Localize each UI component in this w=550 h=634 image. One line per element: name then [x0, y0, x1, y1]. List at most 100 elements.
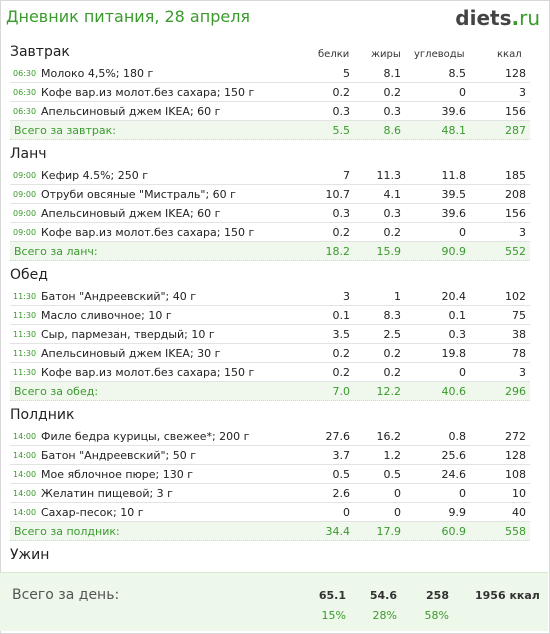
food-fat: 0	[394, 506, 401, 519]
food-row[interactable]: 14:00 Сахар-песок; 10 г 0 0 9.9 40	[10, 503, 530, 522]
food-carbs: 0	[459, 366, 466, 379]
food-time: 09:00	[13, 209, 37, 218]
food-name[interactable]: Отруби овсяные "Мистраль"; 60 г	[41, 188, 236, 201]
food-name[interactable]: Кофе вар.из молот.без сахара; 150 г	[41, 86, 255, 99]
food-row[interactable]: 14:00 Батон "Андреевский"; 50 г 3.7 1.2 25.6…	[10, 446, 530, 465]
food-kcal: 78	[512, 347, 526, 360]
food-carbs: 39.5	[441, 188, 467, 201]
page-title: Дневник питания, 28 апреля	[6, 7, 251, 26]
food-name[interactable]: Филе бедра курицы, свежее*; 200 г	[41, 430, 250, 443]
meal-total-row: Всего за полдник: 34.4 17.9 60.9 558	[10, 522, 530, 541]
food-row[interactable]: 14:00 Желатин пищевой; 3 г 2.6 0 0 10	[10, 484, 530, 503]
food-name[interactable]: Молоко 4,5%; 180 г	[41, 67, 154, 80]
food-carbs: 0.8	[448, 430, 467, 443]
col-fat: жиры	[371, 49, 401, 60]
food-kcal: 128	[505, 67, 526, 80]
food-name[interactable]: Батон "Андреевский"; 40 г	[41, 290, 197, 303]
meal-total-label: Всего за ланч:	[14, 245, 98, 258]
food-time: 11:30	[13, 311, 37, 320]
meal-total-kcal: 296	[505, 385, 526, 398]
food-row[interactable]: 11:30 Кофе вар.из молот.без сахара; 150 г…	[10, 363, 530, 382]
food-row[interactable]: 06:30 Молоко 4,5%; 180 г 5 8.1 8.5 128	[10, 64, 530, 83]
day-protein-pct: 15%	[321, 609, 346, 622]
food-row[interactable]: 09:00 Кефир 4.5%; 250 г 7 11.3 11.8 185	[10, 166, 530, 185]
meal-total-protein: 34.4	[325, 525, 351, 538]
food-row[interactable]: 11:30 Батон "Андреевский"; 40 г 3 1 20.4 102	[10, 287, 530, 306]
meal-title: Полдник	[10, 407, 75, 423]
food-row[interactable]: 11:30 Апельсиновый джем IKEA; 30 г 0.2 0.2 1…	[10, 344, 530, 363]
food-name[interactable]: Масло сливочное; 10 г	[41, 309, 172, 322]
food-name[interactable]: Апельсиновый джем IKEA; 60 г	[41, 207, 221, 220]
food-time: 06:30	[13, 69, 37, 78]
food-row[interactable]: 06:30 Кофе вар.из молот.без сахара; 150 г…	[10, 83, 530, 102]
meal-total-row: Всего за завтрак: 5.5 8.6 48.1 287	[10, 121, 530, 140]
food-kcal: 108	[505, 468, 526, 481]
day-total: Всего за день: 65.1 54.6 258 1956 ккал 1…	[0, 572, 548, 631]
column-headers: белки жиры углеводы ккал	[0, 49, 550, 63]
col-protein: белки	[318, 49, 350, 60]
food-kcal: 185	[505, 169, 526, 182]
food-name[interactable]: Мое яблочное пюре; 130 г	[41, 468, 194, 481]
food-protein: 0.2	[332, 226, 351, 239]
food-row[interactable]: 09:00 Отруби овсяные "Мистраль"; 60 г 10.7…	[10, 185, 530, 204]
meal-title: Обед	[10, 267, 48, 283]
meal-total-fat: 8.6	[383, 124, 402, 137]
food-carbs: 20.4	[441, 290, 467, 303]
food-time: 14:00	[13, 432, 37, 441]
food-time: 11:30	[13, 349, 37, 358]
food-row[interactable]: 14:00 Филе бедра курицы, свежее*; 200 г 27…	[10, 427, 530, 446]
food-protein: 0.2	[332, 366, 351, 379]
food-name[interactable]: Желатин пищевой; 3 г	[41, 487, 173, 500]
food-protein: 0.2	[332, 86, 351, 99]
food-time: 14:00	[13, 451, 37, 460]
food-row[interactable]: 14:00 Мое яблочное пюре; 130 г 0.5 0.5 24.6 1…	[10, 465, 530, 484]
food-row[interactable]: 09:00 Апельсиновый джем IKEA; 60 г 0.3 0.3 3…	[10, 204, 530, 223]
food-protein: 0.3	[332, 105, 351, 118]
meal-title: Завтрак	[10, 44, 70, 60]
food-carbs: 0.3	[448, 328, 467, 341]
food-carbs: 0	[459, 487, 466, 500]
food-row[interactable]: 09:00 Кофе вар.из молот.без сахара; 150 г…	[10, 223, 530, 242]
food-fat: 0.2	[383, 226, 402, 239]
food-carbs: 8.5	[448, 67, 467, 80]
food-fat: 0.3	[383, 207, 402, 220]
food-protein: 0.5	[332, 468, 351, 481]
food-name[interactable]: Апельсиновый джем IKEA; 60 г	[41, 105, 221, 118]
food-name[interactable]: Батон "Андреевский"; 50 г	[41, 449, 197, 462]
food-fat: 4.1	[383, 188, 402, 201]
site-logo[interactable]: diets.ru	[455, 6, 540, 30]
food-row[interactable]: 11:30 Масло сливочное; 10 г 0.1 8.3 0.1 75	[10, 306, 530, 325]
food-kcal: 128	[505, 449, 526, 462]
food-time: 14:00	[13, 508, 37, 517]
food-kcal: 102	[505, 290, 526, 303]
food-name[interactable]: Кефир 4.5%; 250 г	[41, 169, 149, 182]
food-carbs: 9.9	[448, 506, 467, 519]
food-name[interactable]: Кофе вар.из молот.без сахара; 150 г	[41, 226, 255, 239]
food-time: 11:30	[13, 368, 37, 377]
meal-total-label: Всего за полдник:	[14, 525, 120, 538]
meal-title: Ланч	[10, 146, 47, 162]
food-name[interactable]: Сахар-песок; 10 г	[41, 506, 144, 519]
day-kcal: 1956 ккал	[475, 589, 540, 602]
meal-total-kcal: 558	[505, 525, 526, 538]
food-time: 09:00	[13, 190, 37, 199]
food-time: 11:30	[13, 330, 37, 339]
food-row[interactable]: 06:30 Апельсиновый джем IKEA; 60 г 0.3 0.3 3…	[10, 102, 530, 121]
meal-total-fat: 15.9	[376, 245, 402, 258]
food-fat: 1	[394, 290, 401, 303]
food-time: 09:00	[13, 171, 37, 180]
food-protein: 5	[343, 67, 350, 80]
food-protein: 0	[343, 506, 350, 519]
day-fat-pct: 28%	[372, 609, 397, 622]
meal-total-row: Всего за обед: 7.0 12.2 40.6 296	[10, 382, 530, 401]
meal-total-protein: 7.0	[332, 385, 351, 398]
day-carbs-pct: 58%	[424, 609, 449, 622]
food-name[interactable]: Сыр, пармезан, твердый; 10 г	[41, 328, 215, 341]
food-carbs: 19.8	[441, 347, 467, 360]
logo-tld: ru	[519, 6, 540, 30]
header: Дневник питания, 28 апреля diets.ru	[6, 4, 540, 32]
food-name[interactable]: Апельсиновый джем IKEA; 30 г	[41, 347, 221, 360]
food-row[interactable]: 11:30 Сыр, пармезан, твердый; 10 г 3.5 2.5 0…	[10, 325, 530, 344]
food-name[interactable]: Кофе вар.из молот.без сахара; 150 г	[41, 366, 255, 379]
meal-total-fat: 17.9	[376, 525, 402, 538]
